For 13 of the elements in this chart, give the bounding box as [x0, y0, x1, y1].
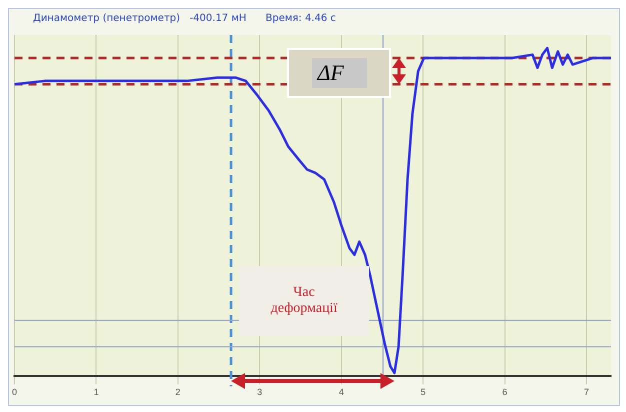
x-tick-label: 3	[257, 387, 262, 398]
annotation: Час деформації	[270, 285, 338, 318]
x-tick-label: 2	[175, 387, 180, 398]
x-tick-label: 7	[584, 387, 589, 398]
x-tick-label: 5	[420, 387, 426, 398]
x-tick-label: 1	[94, 387, 99, 398]
x-tick-label: 6	[502, 387, 508, 398]
x-tick-label: 0	[12, 387, 18, 398]
x-tick-label: 4	[338, 387, 344, 398]
annotation: ΔF⃗	[312, 58, 367, 88]
caption-box: Час деформації	[239, 266, 370, 336]
chart-title: Динамометр (пенетрометр) -400.17 мН Время: 4.46 с	[33, 13, 336, 24]
formula-box: ΔF⃗	[287, 48, 392, 98]
